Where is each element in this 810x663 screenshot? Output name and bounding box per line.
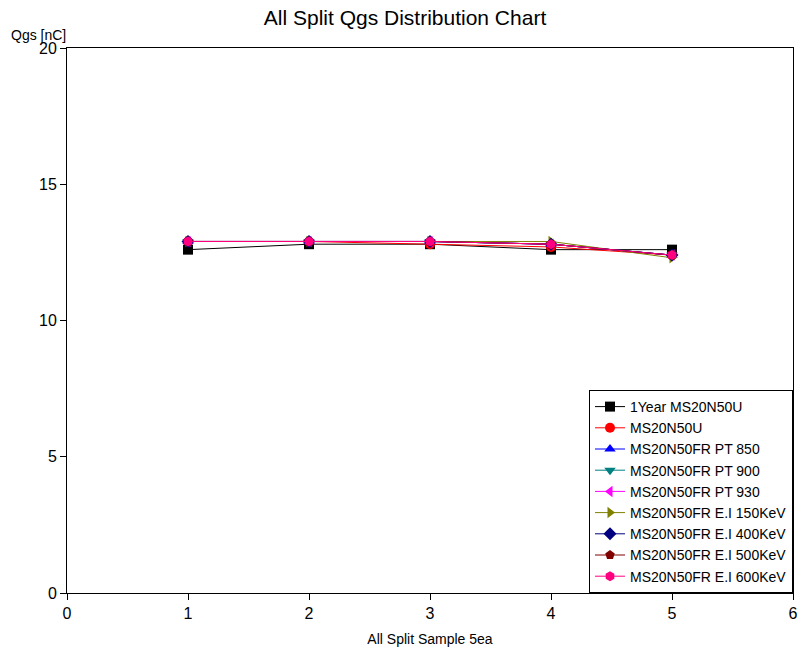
svg-text:10: 10	[39, 312, 57, 329]
svg-text:5: 5	[668, 605, 677, 622]
svg-text:All Split Qgs Distribution Cha: All Split Qgs Distribution Chart	[264, 6, 547, 29]
svg-text:All Split Sample 5ea: All Split Sample 5ea	[367, 631, 493, 647]
svg-text:15: 15	[39, 176, 57, 193]
svg-text:MS20N50FR E.I 600KeV: MS20N50FR E.I 600KeV	[630, 569, 786, 585]
svg-text:6: 6	[789, 605, 798, 622]
svg-text:MS20N50FR PT 930: MS20N50FR PT 930	[630, 484, 760, 500]
svg-text:MS20N50FR PT 850: MS20N50FR PT 850	[630, 441, 760, 457]
svg-text:MS20N50FR E.I 500KeV: MS20N50FR E.I 500KeV	[630, 547, 786, 563]
svg-text:0: 0	[63, 605, 72, 622]
svg-text:5: 5	[48, 448, 57, 465]
svg-text:0: 0	[48, 585, 57, 602]
svg-text:2: 2	[305, 605, 314, 622]
svg-text:4: 4	[547, 605, 556, 622]
svg-text:MS20N50FR PT 900: MS20N50FR PT 900	[630, 463, 760, 479]
svg-text:MS20N50U: MS20N50U	[630, 420, 702, 436]
svg-text:20: 20	[39, 40, 57, 57]
svg-text:1: 1	[184, 605, 193, 622]
svg-text:MS20N50FR E.I 400KeV: MS20N50FR E.I 400KeV	[630, 526, 786, 542]
svg-text:3: 3	[426, 605, 435, 622]
svg-text:Qgs [nC]: Qgs [nC]	[11, 27, 66, 43]
svg-text:1Year MS20N50U: 1Year MS20N50U	[630, 399, 742, 415]
svg-text:MS20N50FR E.I 150KeV: MS20N50FR E.I 150KeV	[630, 505, 786, 521]
